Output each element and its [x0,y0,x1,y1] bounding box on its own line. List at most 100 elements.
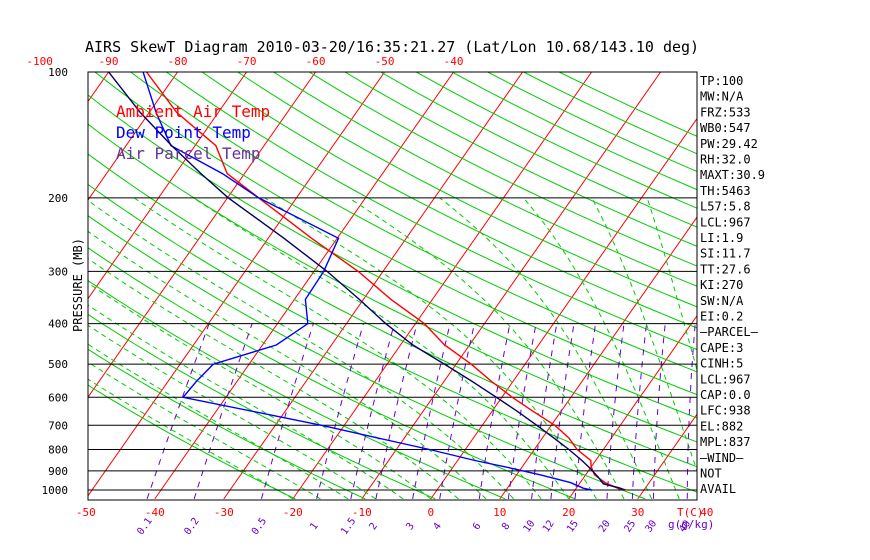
pressure-tick-label: 100 [48,66,68,79]
isotherm-line [430,117,697,500]
bottom-temperature-tick: 10 [493,506,506,519]
dry-adiabat-line [416,72,697,209]
dry-adiabat-line [88,153,697,468]
mixing-ratio-tick: 1.5 [339,516,358,537]
bottom-temperature-tick: 30 [631,506,644,519]
dry-adiabat-line [88,215,646,500]
dry-adiabat-line [88,313,436,500]
moist-adiabat-lines [88,197,697,500]
index-entry: SI:11.7 [700,247,751,261]
mixing-ratio-tick: 4 [431,521,443,532]
dry-adiabat-lines [88,72,697,500]
isotherm-line [88,72,248,300]
index-entry: LCL:967 [700,215,751,229]
pressure-axis-label: PRESSURE (MB) [71,238,85,332]
moist-adiabat-line [88,282,432,500]
index-entry: EI:0.2 [700,310,743,324]
temperature-profile-line [145,72,627,491]
moist-adiabat-line [88,199,514,500]
dry-adiabat-line [88,183,697,493]
isotherm-line [637,413,697,500]
index-entry: MPL:837 [700,435,751,449]
index-entry: RH:32.0 [700,153,751,167]
legend-dew-point-temp: Dew Point Temp [116,123,251,142]
pressure-tick-label: 1000 [42,484,69,497]
index-entry: NOT [700,467,722,481]
legend-ambient-air-temp: Ambient Air Temp [116,102,270,121]
moist-adiabat-line [348,197,625,500]
mixing-ratio-tick: 20 [597,518,613,534]
top-temperature-tick: -60 [306,55,326,68]
mixing-ratio-line [550,323,575,499]
legend-air-parcel-temp: Air Parcel Temp [116,144,261,163]
index-entry: —PARCEL— [700,325,759,339]
pressure-tick-label: 200 [48,192,68,205]
bottom-temperature-tick: -50 [76,506,96,519]
dry-adiabat-line [88,247,576,500]
mixing-ratio-line [439,323,475,499]
mixing-ratio-line [261,323,314,500]
moist-adiabat-line [88,230,487,500]
isotherm-line [88,72,317,399]
isotherm-line [88,72,386,497]
mixing-ratio-tick: 3 [404,521,416,532]
mixing-ratio-line [631,323,647,499]
isotherm-line [361,72,662,500]
index-entry: CAP:0.0 [700,388,751,402]
top-temperature-tick: -40 [444,55,464,68]
mixing-ratio-tick: 25 [622,518,638,534]
isotherm-line [223,72,524,500]
pressure-tick-label: 500 [48,358,68,371]
dry-adiabat-line [94,72,697,396]
mixing-ratio-lines [146,323,696,500]
dry-adiabat-line [344,72,697,247]
isobar-lines [88,72,697,491]
bottom-temperature-tick: 0 [427,506,434,519]
mixing-ratio-tick: 0.5 [250,516,269,537]
dry-adiabat-line [273,72,697,287]
dry-adiabat-line [88,384,296,500]
mixing-ratio-line [412,323,451,499]
top-temperature-tick: -70 [237,55,257,68]
bottom-temperature-tick: -20 [283,506,303,519]
index-entry: MW:N/A [700,90,744,104]
bottom-temperature-tick: 40 [700,506,713,519]
mixing-ratio-line [507,323,537,499]
isotherm-line [568,314,697,500]
isotherm-line [88,72,179,201]
bottom-temperature-tick: 20 [562,506,575,519]
legend: Ambient Air Temp Dew Point Temp Air Parc… [116,102,270,163]
temperature-axis-label: T(C) [677,506,704,519]
mixing-ratio-tick: 0.1 [135,516,154,537]
index-entry: LFC:938 [700,404,751,418]
mixing-ratio-line [574,323,597,499]
moist-adiabat-line [88,378,294,500]
dry-adiabat-line [88,280,506,500]
dry-adiabat-line [451,72,697,191]
chart-title: AIRS SkewT Diagram 2010-03-20/16:35:21.2… [85,38,699,56]
mixing-ratio-tick: 0.2 [182,516,201,537]
index-entry: TH:5463 [700,184,751,198]
moist-adiabat-line [522,197,680,500]
dry-adiabat-line [237,72,697,308]
dry-adiabat-line [88,94,697,419]
mixing-ratio-tick: 2 [368,521,380,532]
dry-adiabat-line [166,72,697,351]
dry-adiabat-line [380,72,697,228]
pressure-tick-label: 600 [48,391,68,404]
index-entry: —WIND— [700,451,744,465]
index-entry: PW:29.42 [700,137,758,151]
top-temperature-tick: -100 [26,55,53,68]
moist-adiabat-line [591,197,697,472]
moist-adiabat-line [133,197,542,500]
mixing-ratio-line [478,323,511,499]
mixing-ratio-tick: 10 [522,518,538,534]
top-temperature-axis: -120-110-100-90-80-70-60-50-40 [26,55,464,68]
index-entry: MAXT:30.9 [700,168,765,182]
index-entry: TP:100 [700,74,743,88]
moist-adiabat-line [88,304,404,500]
index-entry: CAPE:3 [700,341,743,355]
mixing-ratio-tick: 6 [471,521,483,532]
